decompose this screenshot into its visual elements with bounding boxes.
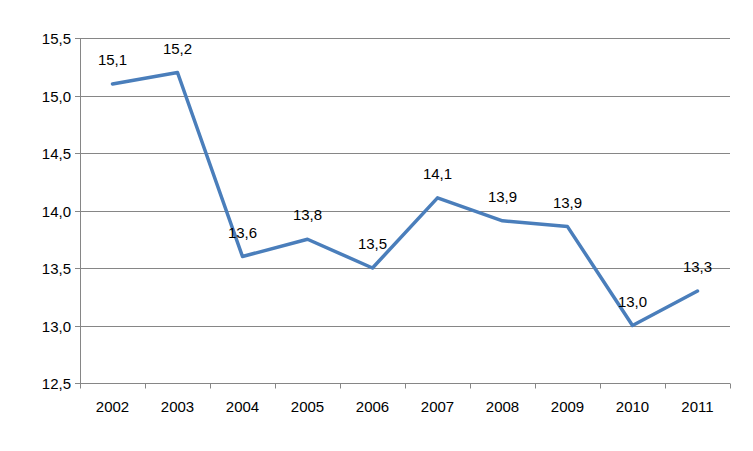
x-tick-label: 2006 [356, 398, 389, 415]
y-tick-label: 14,5 [42, 145, 71, 162]
x-tick [470, 384, 471, 389]
x-tick-label: 2009 [551, 398, 584, 415]
x-tick-label: 2011 [681, 398, 713, 415]
chart-svg: 12,5 13,0 13,5 14,0 14,5 15,0 15,5 2002 2003 2004… [0, 0, 753, 451]
data-label: 13,0 [618, 293, 647, 310]
x-tick [80, 384, 81, 389]
grid-line [80, 96, 730, 97]
y-tick-label: 14,0 [42, 203, 71, 220]
y-tick-label: 15,0 [42, 88, 71, 105]
x-tick [275, 384, 276, 389]
series [113, 73, 698, 326]
data-label: 13,3 [683, 258, 712, 275]
data-label: 13,9 [553, 194, 582, 211]
data-label: 13,6 [228, 224, 257, 241]
x-tick [405, 384, 406, 389]
data-label: 15,2 [163, 40, 192, 57]
x-tick-label: 2002 [96, 398, 129, 415]
chart-container: 12,5 13,0 13,5 14,0 14,5 15,0 15,5 2002 2003 2004… [0, 0, 753, 451]
y-tick [75, 211, 80, 212]
x-tick [600, 384, 601, 389]
y-tick [75, 38, 80, 39]
x-tick-label: 2008 [486, 398, 519, 415]
x-tick-label: 2003 [161, 398, 194, 415]
data-line [113, 73, 698, 326]
grid-line [80, 211, 730, 212]
y-tick [75, 268, 80, 269]
grid-line [80, 268, 730, 269]
x-tick-label: 2005 [291, 398, 324, 415]
data-label: 13,5 [358, 235, 387, 252]
x-tick [145, 384, 146, 389]
data-label: 13,8 [293, 206, 322, 223]
axes: 12,5 13,0 13,5 14,0 14,5 15,0 15,5 2002 2003 2004… [42, 30, 731, 415]
x-tick [665, 384, 666, 389]
y-axis-line [80, 38, 81, 383]
y-tick-label: 13,0 [42, 318, 71, 335]
grid-line [80, 153, 730, 154]
x-tick-label: 2010 [616, 398, 649, 415]
y-tick [75, 96, 80, 97]
data-label: 14,1 [423, 165, 452, 182]
x-tick [730, 384, 731, 389]
y-tick-label: 15,5 [42, 30, 71, 47]
y-tick-label: 12,5 [42, 375, 71, 392]
y-tick [75, 153, 80, 154]
data-label: 13,9 [488, 188, 517, 205]
x-tick [210, 384, 211, 389]
x-tick [535, 384, 536, 389]
data-label: 15,1 [98, 51, 127, 68]
x-tick-label: 2007 [421, 398, 454, 415]
data-labels: 15,1 15,2 13,6 13,8 13,5 14,1 13,9 13,9 13,0 13,3 [98, 40, 712, 310]
grid [80, 39, 730, 384]
y-tick-label: 13,5 [42, 260, 71, 277]
y-tick [75, 383, 80, 384]
x-tick [340, 384, 341, 389]
x-tick-label: 2004 [226, 398, 259, 415]
y-tick [75, 326, 80, 327]
